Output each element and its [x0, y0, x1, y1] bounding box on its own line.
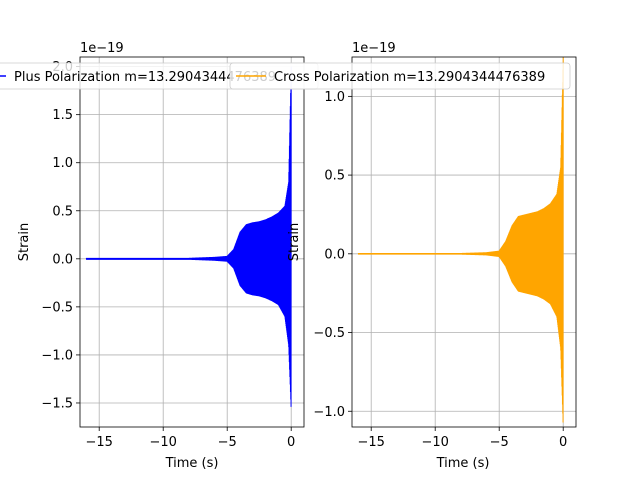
- y-ticks: −1.5−1.0−0.50.00.51.01.52.0: [41, 60, 80, 411]
- y-tick-label: 0.5: [52, 204, 73, 219]
- y-offset-text: 1e−19: [80, 41, 124, 56]
- y-ticks: −1.0 −0.5 0.0 0.5 1.0: [313, 90, 352, 420]
- cross-polarization-line: [357, 56, 564, 423]
- y-tick-label: 0.0: [52, 252, 73, 267]
- y-tick-label: 0.5: [324, 169, 345, 184]
- legend-label-cross: Cross Polarization m=13.2904344476389: [274, 70, 545, 85]
- axes-frame: [79, 56, 305, 428]
- cross-polarization-axes: −15 −10 −5 0 −1.0 −0.5 0.0 0.5 1.0 Time (s) Str…: [287, 41, 577, 471]
- x-tick-label: −5: [218, 435, 237, 450]
- x-tick-label: 0: [559, 435, 567, 450]
- legend-label-plus: Plus Polarization m=13.2904344476389: [14, 70, 276, 85]
- y-tick-label: 1.5: [52, 108, 73, 123]
- x-tick-label: −15: [85, 435, 112, 450]
- y-axis-label: Strain: [17, 223, 32, 262]
- y-offset-text: 1e−19: [352, 41, 396, 56]
- plus-polarization-axes: −15−10−50 −1.5−1.0−0.50.00.51.01.52.0 Ti…: [17, 41, 305, 471]
- plus-polarization-line: [85, 66, 292, 407]
- y-tick-label: −0.5: [41, 300, 73, 315]
- y-tick-label: 1.0: [52, 156, 73, 171]
- x-tick-label: −10: [421, 435, 448, 450]
- x-tick-label: −10: [149, 435, 176, 450]
- x-tick-label: 0: [287, 435, 295, 450]
- y-tick-label: −1.0: [313, 405, 345, 420]
- legend-box: [229, 62, 571, 90]
- x-axis-label: Time (s): [436, 456, 490, 471]
- y-tick-label: −1.0: [41, 348, 73, 363]
- x-axis-label: Time (s): [165, 456, 219, 471]
- x-ticks: −15 −10 −5 0: [85, 427, 295, 450]
- y-tick-label: −1.5: [41, 396, 73, 411]
- x-tick-label: −15: [357, 435, 384, 450]
- y-tick-label: −0.5: [313, 326, 345, 341]
- cross-legend: Cross Polarization m=13.2904344476389: [229, 62, 571, 90]
- y-axis-label: Strain: [287, 223, 302, 262]
- x-ticks: −15 −10 −5 0: [357, 427, 567, 450]
- y-tick-label: 1.0: [324, 90, 345, 105]
- x-tick-label: −5: [490, 435, 509, 450]
- axes-frame: [351, 56, 577, 428]
- y-tick-label: 0.0: [324, 247, 345, 262]
